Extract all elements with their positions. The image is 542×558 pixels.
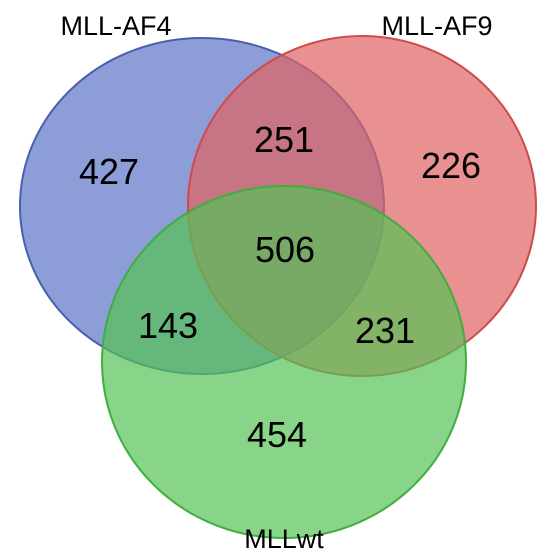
set-label-mllwt: MLLwt [244, 524, 324, 554]
set-label-mll-af4: MLL-AF4 [60, 11, 171, 41]
count-wt-only: 454 [247, 414, 307, 455]
count-af4-wt: 143 [138, 305, 198, 346]
set-label-mll-af9: MLL-AF9 [381, 11, 492, 41]
set-circle-mllwt [101, 185, 467, 539]
count-af9-only: 226 [421, 145, 481, 186]
count-af4-only: 427 [79, 151, 139, 192]
count-af9-wt: 231 [355, 310, 415, 351]
count-af4-af9: 251 [254, 119, 314, 160]
count-all: 506 [255, 229, 315, 270]
